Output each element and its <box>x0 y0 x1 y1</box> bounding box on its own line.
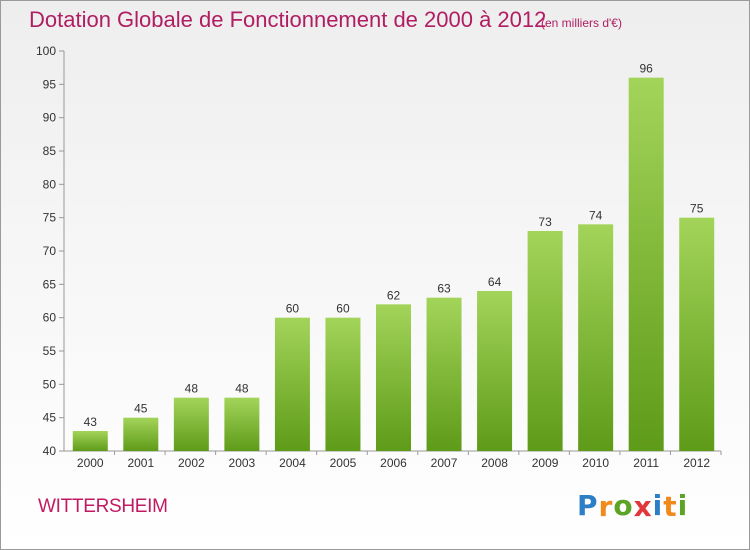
chart-subtitle: (en milliers d'€) <box>541 16 622 30</box>
bar-value-label: 60 <box>336 302 350 316</box>
bar-value-label: 74 <box>589 208 603 222</box>
x-tick-label: 2007 <box>431 456 458 470</box>
bar <box>628 77 664 452</box>
logo-letter: x <box>633 490 653 523</box>
bar-value-label: 63 <box>437 282 451 296</box>
logo-letter: P <box>577 489 599 522</box>
y-tick-label: 40 <box>43 444 57 458</box>
bar <box>274 317 310 451</box>
y-tick-label: 75 <box>43 211 57 225</box>
y-tick-label: 80 <box>43 177 57 191</box>
x-tick-label: 2006 <box>380 456 407 470</box>
proxiti-logo[interactable]: Proxiti <box>577 489 689 523</box>
bar <box>325 317 361 451</box>
data-labels: 43 45 48 48 60 60 62 63 64 73 74 96 75 <box>84 62 704 429</box>
bar-value-label: 73 <box>538 215 552 229</box>
y-tick-label: 90 <box>43 111 57 125</box>
logo-letter: r <box>598 490 614 523</box>
bar-value-label: 45 <box>134 402 148 416</box>
x-tick-label: 2011 <box>633 456 659 470</box>
bar-value-label: 48 <box>185 382 199 396</box>
bar-value-label: 60 <box>286 302 300 316</box>
y-tick-label: 65 <box>43 277 57 291</box>
x-tick-label: 2002 <box>178 456 205 470</box>
x-tick-label: 2005 <box>330 456 357 470</box>
bar-value-label: 75 <box>690 202 704 216</box>
bar <box>123 417 159 451</box>
x-tick-label: 2000 <box>77 456 104 470</box>
bar <box>578 224 614 451</box>
logo-letter: o <box>613 489 634 522</box>
y-tick-label: 70 <box>43 244 57 258</box>
x-tick-label: 2003 <box>229 456 256 470</box>
x-tick-label: 2009 <box>532 456 559 470</box>
chart-title: Dotation Globale de Fonctionnement de 20… <box>29 7 547 32</box>
bars <box>72 77 715 452</box>
y-tick-label: 100 <box>36 44 56 58</box>
bar-value-label: 96 <box>640 62 654 76</box>
commune-name: WITTERSHEIM <box>38 496 168 517</box>
bar <box>527 231 563 451</box>
x-tick-label: 2001 <box>127 456 154 470</box>
logo-letter: t <box>663 490 678 523</box>
logo-letter: i <box>677 489 689 522</box>
x-tick-label: 2012 <box>683 456 710 470</box>
bar-value-label: 48 <box>235 382 249 396</box>
bar <box>477 291 513 451</box>
y-tick-label: 45 <box>43 411 57 425</box>
x-tick-label: 2010 <box>582 456 609 470</box>
logo-letter: i <box>652 489 664 522</box>
bar-value-label: 64 <box>488 275 502 289</box>
bar-value-label: 62 <box>387 288 401 302</box>
x-tick-label: 2008 <box>481 456 508 470</box>
y-tick-label: 85 <box>43 144 57 158</box>
bar <box>72 431 108 451</box>
bar-value-label: 43 <box>84 415 98 429</box>
y-tick-label: 60 <box>43 311 57 325</box>
y-tick-label: 50 <box>43 377 57 391</box>
x-tick-label: 2004 <box>279 456 306 470</box>
bar <box>173 397 209 451</box>
y-tick-label: 95 <box>43 77 57 91</box>
y-tick-label: 55 <box>43 344 57 358</box>
bar <box>426 297 462 451</box>
bar <box>224 397 260 451</box>
bar <box>679 217 715 451</box>
bar <box>376 304 411 451</box>
axes: 40 45 50 55 60 65 70 75 80 85 90 95 100 2000 2001 2002 2… <box>36 44 722 470</box>
